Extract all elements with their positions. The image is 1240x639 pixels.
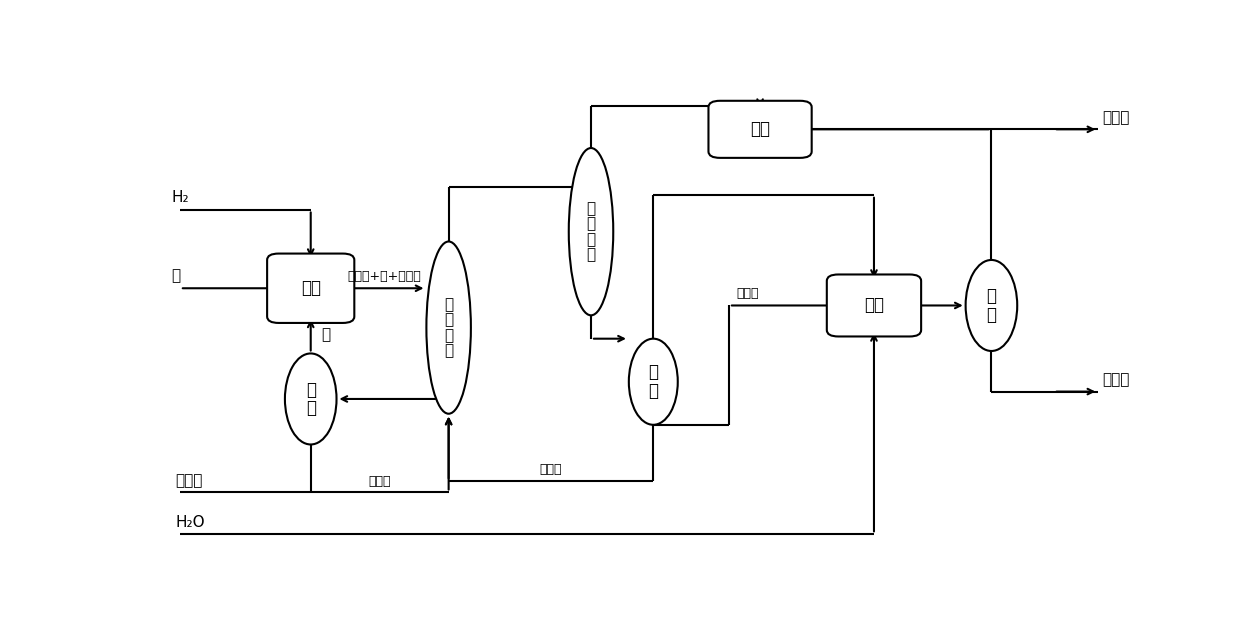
Text: 精制: 精制 — [750, 120, 770, 138]
FancyBboxPatch shape — [708, 101, 812, 158]
Text: H₂O: H₂O — [176, 515, 205, 530]
Text: 环己烯: 环己烯 — [737, 286, 759, 300]
Text: 萃取剂: 萃取剂 — [368, 475, 391, 488]
Text: H₂: H₂ — [171, 190, 188, 204]
Text: 萃取剂: 萃取剂 — [176, 473, 203, 488]
Text: 水合: 水合 — [864, 296, 884, 314]
Ellipse shape — [629, 339, 678, 425]
Text: 精
馏: 精 馏 — [306, 381, 316, 417]
Text: 萃取剂: 萃取剂 — [539, 463, 562, 476]
Text: 苯: 苯 — [171, 268, 180, 283]
Text: 沐己烷: 沐己烷 — [1102, 111, 1130, 125]
Text: 苯: 苯 — [321, 328, 331, 343]
Text: 加氢: 加氢 — [301, 279, 321, 297]
Text: 萃
取
精
馏: 萃 取 精 馏 — [444, 296, 453, 358]
Text: 环己烯+苯+环己烷: 环己烯+苯+环己烷 — [347, 270, 422, 283]
Ellipse shape — [966, 260, 1017, 351]
FancyBboxPatch shape — [267, 254, 355, 323]
Ellipse shape — [285, 353, 336, 445]
Ellipse shape — [427, 242, 471, 413]
Text: 精
馏: 精 馏 — [987, 287, 997, 324]
FancyBboxPatch shape — [827, 275, 921, 337]
Text: 精
馏: 精 馏 — [649, 364, 658, 400]
Text: 环己醇: 环己醇 — [1102, 373, 1130, 388]
Text: 萃
取
精
馏: 萃 取 精 馏 — [587, 201, 595, 263]
Ellipse shape — [569, 148, 614, 315]
